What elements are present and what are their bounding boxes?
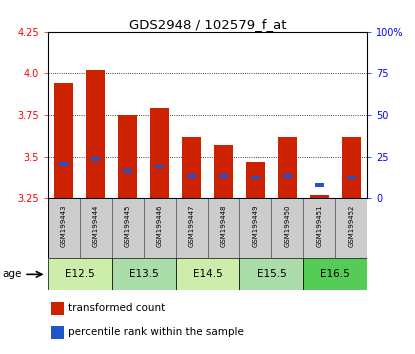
Text: E16.5: E16.5 bbox=[320, 269, 350, 279]
Bar bbox=[239, 258, 303, 290]
Bar bbox=[59, 162, 68, 166]
Text: GSM199449: GSM199449 bbox=[252, 204, 259, 247]
Bar bbox=[251, 176, 260, 179]
Text: GSM199447: GSM199447 bbox=[188, 204, 195, 247]
Bar bbox=[176, 258, 239, 290]
Text: GSM199448: GSM199448 bbox=[220, 204, 227, 247]
Bar bbox=[315, 183, 324, 187]
Text: GSM199452: GSM199452 bbox=[348, 204, 354, 246]
Title: GDS2948 / 102579_f_at: GDS2948 / 102579_f_at bbox=[129, 18, 286, 31]
Bar bbox=[150, 108, 169, 198]
Text: age: age bbox=[2, 269, 22, 279]
Bar bbox=[51, 302, 64, 315]
Bar bbox=[144, 198, 176, 258]
Bar bbox=[246, 162, 265, 198]
Text: E14.5: E14.5 bbox=[193, 269, 222, 279]
Bar bbox=[91, 157, 100, 161]
Bar bbox=[123, 169, 132, 173]
Text: percentile rank within the sample: percentile rank within the sample bbox=[68, 327, 244, 337]
Bar bbox=[48, 198, 80, 258]
Bar bbox=[112, 258, 176, 290]
Text: E12.5: E12.5 bbox=[65, 269, 95, 279]
Text: GSM199445: GSM199445 bbox=[124, 204, 131, 246]
Text: GSM199443: GSM199443 bbox=[61, 204, 67, 247]
Bar bbox=[51, 326, 64, 339]
Bar bbox=[155, 165, 164, 169]
Text: E13.5: E13.5 bbox=[129, 269, 159, 279]
Text: transformed count: transformed count bbox=[68, 303, 166, 313]
Bar bbox=[239, 198, 271, 258]
Bar bbox=[214, 145, 233, 198]
Text: E15.5: E15.5 bbox=[256, 269, 286, 279]
Bar bbox=[208, 198, 239, 258]
Bar bbox=[303, 198, 335, 258]
Text: GSM199451: GSM199451 bbox=[316, 204, 322, 247]
Text: GSM199450: GSM199450 bbox=[284, 204, 290, 247]
Bar bbox=[80, 198, 112, 258]
Bar bbox=[187, 174, 196, 178]
Bar bbox=[278, 137, 297, 198]
Bar bbox=[176, 198, 208, 258]
Bar bbox=[335, 198, 367, 258]
Bar bbox=[112, 198, 144, 258]
Bar bbox=[86, 70, 105, 198]
Bar bbox=[219, 174, 228, 178]
Bar bbox=[48, 258, 112, 290]
Bar bbox=[347, 176, 356, 179]
Bar bbox=[118, 115, 137, 198]
Bar bbox=[182, 137, 201, 198]
Bar bbox=[54, 84, 73, 198]
Bar bbox=[283, 174, 292, 178]
Text: GSM199446: GSM199446 bbox=[156, 204, 163, 247]
Bar bbox=[271, 198, 303, 258]
Bar bbox=[342, 137, 361, 198]
Bar bbox=[303, 258, 367, 290]
Text: GSM199444: GSM199444 bbox=[93, 204, 99, 246]
Bar bbox=[310, 195, 329, 198]
